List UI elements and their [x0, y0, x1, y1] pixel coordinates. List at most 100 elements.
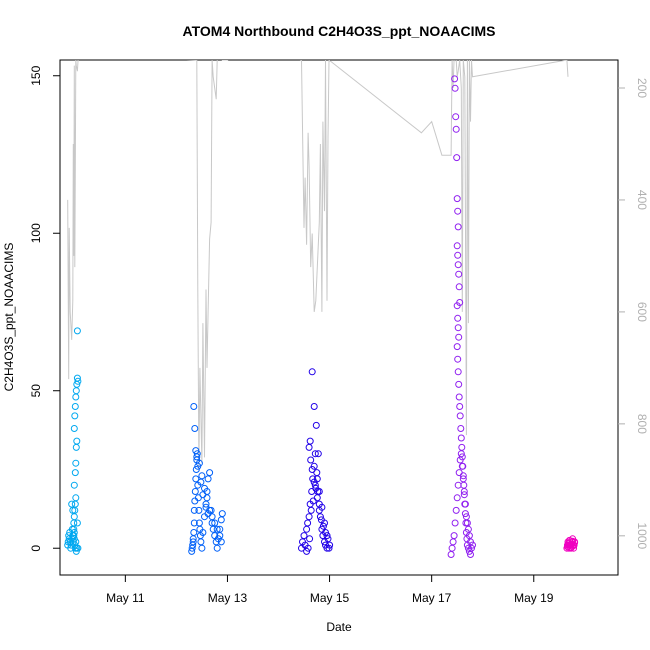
data-point-flight1 [74, 377, 82, 385]
data-point-flight2 [198, 544, 206, 552]
data-point-flight1 [70, 525, 78, 533]
data-point-flight1 [73, 374, 81, 382]
data-point-flight4 [460, 491, 468, 499]
altitude-line-layer [67, 60, 569, 469]
data-point-flight3 [308, 488, 316, 495]
data-point-flight4 [451, 84, 459, 92]
data-point-flight4 [453, 494, 461, 502]
data-point-flight4 [455, 283, 463, 291]
data-point-flight2 [190, 519, 198, 527]
data-point-flight1 [72, 393, 80, 401]
data-point-flight1 [72, 387, 80, 395]
data-point-flight5 [570, 542, 578, 550]
data-point-flight2 [201, 484, 208, 492]
data-point-flight3 [310, 403, 318, 410]
data-point-flight4 [452, 506, 460, 514]
data-point-flight3 [307, 506, 315, 514]
x-tick-label: May 15 [310, 591, 350, 605]
data-point-flight3 [314, 450, 322, 458]
data-point-flight4 [455, 393, 463, 401]
data-point-flight3 [303, 525, 311, 533]
data-point-flight2 [213, 544, 221, 552]
data-point-flight2 [188, 547, 196, 555]
data-point-flight2 [194, 462, 202, 470]
data-point-flight2 [190, 506, 198, 514]
data-point-flight2 [198, 472, 206, 480]
data-point-flight1 [71, 403, 79, 410]
y2-tick-label: 1000 [635, 522, 649, 549]
data-point-flight4 [453, 242, 461, 250]
data-point-flight2 [189, 538, 197, 546]
data-point-flight4 [461, 510, 469, 518]
data-point-flight1 [70, 513, 78, 521]
data-point-flight4 [453, 195, 461, 203]
data-point-flight1 [74, 544, 82, 552]
data-point-flight4 [457, 434, 465, 442]
x-tick-label: May 17 [412, 591, 452, 605]
data-point-flight4 [454, 223, 462, 231]
data-point-flight1 [71, 469, 79, 477]
data-point-flight4 [455, 380, 463, 388]
data-point-flight3 [312, 421, 320, 429]
data-point-flight3 [307, 456, 315, 464]
data-point-flight4 [456, 403, 464, 410]
data-point-flight4 [454, 251, 462, 259]
data-point-flight4 [454, 207, 462, 215]
data-point-flight4 [464, 544, 472, 552]
data-point-flight3 [304, 519, 312, 527]
data-point-flight4 [459, 472, 467, 480]
data-point-flight3 [311, 450, 319, 458]
data-point-flight2 [191, 488, 199, 495]
data-point-flight1 [68, 500, 76, 508]
data-point-flight2 [195, 506, 203, 514]
data-point-flight4 [462, 519, 470, 527]
data-point-flight4 [459, 462, 467, 470]
x-tick-label: May 19 [514, 591, 554, 605]
data-point-flight4 [458, 453, 466, 461]
data-point-flight5 [569, 537, 577, 545]
data-point-flight4 [452, 125, 460, 133]
data-point-flight2 [197, 538, 205, 546]
data-point-flight4 [447, 551, 455, 558]
data-point-flight2 [190, 529, 198, 536]
data-point-flight4 [453, 154, 461, 162]
data-point-flight4 [455, 469, 463, 477]
data-points-layer [64, 75, 579, 558]
data-point-flight2 [197, 478, 205, 486]
data-point-flight4 [454, 355, 462, 363]
data-point-flight1 [72, 459, 80, 467]
data-point-flight4 [449, 538, 457, 546]
data-point-flight4 [455, 270, 463, 278]
data-point-flight4 [465, 547, 473, 555]
data-point-flight2 [199, 491, 207, 499]
data-point-flight4 [453, 302, 461, 310]
data-point-flight1 [72, 443, 80, 451]
y2-tick-label: 800 [635, 414, 649, 434]
y-axis-label: C2H4O3S_ppt_NOAACIMS [2, 243, 16, 392]
data-point-flight3 [315, 488, 323, 495]
data-point-flight3 [319, 522, 327, 530]
data-point-flight4 [456, 412, 464, 420]
data-point-flight2 [190, 403, 198, 410]
data-point-flight2 [206, 469, 214, 477]
data-point-flight3 [300, 532, 308, 540]
y2-tick-label: 400 [635, 190, 649, 210]
data-point-flight1 [73, 437, 81, 445]
data-point-flight4 [453, 343, 461, 351]
data-point-flight3 [306, 535, 314, 543]
y-tick-label: 150 [29, 65, 43, 85]
data-point-flight2 [191, 425, 199, 432]
data-point-flight4 [451, 519, 459, 527]
y-tick-label: 100 [29, 223, 43, 243]
data-point-flight4 [460, 481, 468, 489]
data-point-flight4 [454, 261, 462, 269]
data-point-flight2 [209, 525, 217, 533]
data-point-flight4 [454, 324, 462, 332]
data-point-flight2 [218, 510, 226, 518]
data-point-flight3 [311, 481, 319, 489]
data-point-flight3 [308, 368, 316, 376]
data-point-flight3 [325, 544, 333, 552]
data-point-flight3 [313, 494, 321, 502]
data-point-flight5 [571, 539, 579, 547]
